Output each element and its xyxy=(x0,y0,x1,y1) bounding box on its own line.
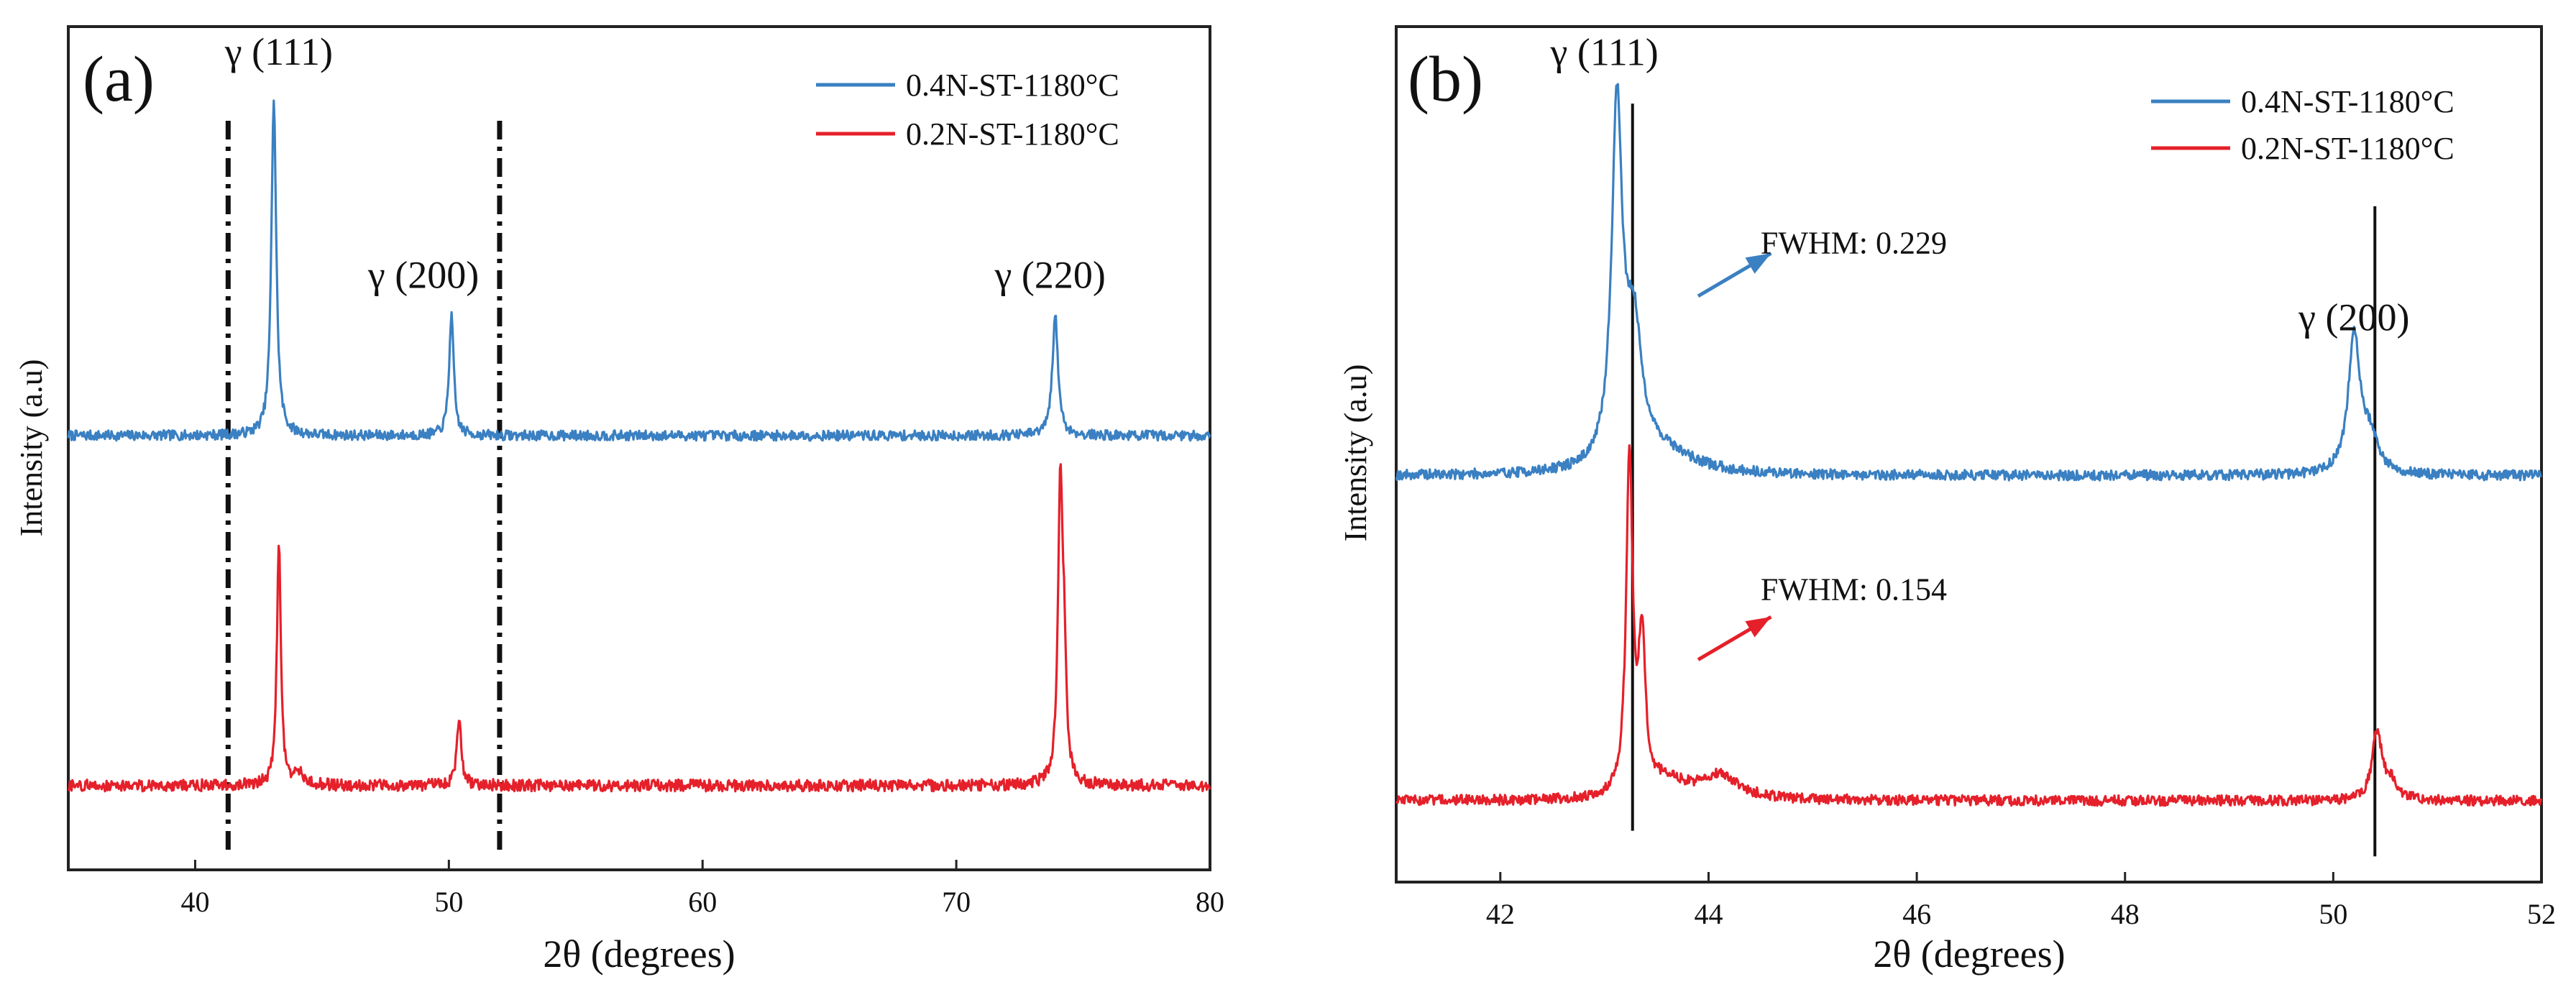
panel-a-xlabel: 2θ (degrees) xyxy=(543,932,735,976)
x-tick-label: 42 xyxy=(1486,898,1515,930)
peak-label: γ (200) xyxy=(2298,295,2409,339)
peak-label: γ (200) xyxy=(367,254,479,297)
fwhm-annotation: FWHM: 0.154 xyxy=(1761,572,1947,607)
panel-a: (a) 2θ (degrees) Intensity (a.u) 40 50 60 7… xyxy=(14,25,1224,976)
annotation-arrowhead xyxy=(1745,617,1771,638)
panel-a-legend: 0.4N-ST-1180°C 0.2N-ST-1180°C xyxy=(816,68,1119,152)
annotation-arrowhead xyxy=(1745,253,1771,274)
x-tick-label: 60 xyxy=(688,886,717,918)
panel-b-frame xyxy=(1395,25,2543,884)
x-tick-label: 40 xyxy=(180,886,209,918)
legend-b-blue-label: 0.4N-ST-1180°C xyxy=(2241,84,2454,119)
panel-a-ylabel: Intensity (a.u) xyxy=(14,359,49,537)
panel-a-annotations: γ (111) γ (200) γ (220) xyxy=(224,30,1106,297)
panel-b-ylabel: Intensity (a.u) xyxy=(1338,364,1373,542)
legend-b-red-label: 0.2N-ST-1180°C xyxy=(2241,131,2454,166)
panel-a-label: (a) xyxy=(83,44,155,115)
panel-a-frame xyxy=(67,25,1211,871)
panel-a-series xyxy=(67,99,1211,793)
panel-a-reference-lines xyxy=(225,120,503,850)
x-tick-label: 50 xyxy=(2319,898,2347,930)
x-tick-label: 48 xyxy=(2111,898,2140,930)
panel-b-label: (b) xyxy=(1408,44,1483,115)
x-tick-label: 70 xyxy=(942,886,971,918)
panel-b-annotations: γ (111) γ (200) FWHM: 0.229 FWHM: 0.154 xyxy=(1549,31,2409,661)
peak-label: γ (111) xyxy=(1549,31,1658,74)
peak-label: γ (220) xyxy=(994,254,1106,297)
series-line-blue xyxy=(1395,83,2543,482)
panel-b-reference-lines xyxy=(1631,104,2377,857)
x-tick-label: 44 xyxy=(1694,898,1723,930)
legend-a-blue-label: 0.4N-ST-1180°C xyxy=(906,68,1119,103)
panel-b-legend: 0.4N-ST-1180°C 0.2N-ST-1180°C xyxy=(2151,84,2454,166)
fwhm-annotation: FWHM: 0.229 xyxy=(1761,225,1947,260)
series-line-blue xyxy=(67,99,1211,442)
panel-b-series xyxy=(1395,83,2543,807)
panel-b-ticks: 42 44 46 48 50 52 xyxy=(1486,872,2556,930)
legend-a-red-label: 0.2N-ST-1180°C xyxy=(906,116,1119,152)
panel-b: (b) 2θ (degrees) Intensity (a.u) 42 44 46 4… xyxy=(1338,25,2556,976)
x-tick-label: 46 xyxy=(1902,898,1931,930)
x-tick-label: 52 xyxy=(2527,898,2556,930)
panel-a-ticks: 40 50 60 70 80 xyxy=(180,860,1224,918)
series-line-red xyxy=(1395,444,2543,807)
panel-b-xlabel: 2θ (degrees) xyxy=(1873,932,2065,976)
peak-label: γ (111) xyxy=(224,30,333,73)
x-tick-label: 50 xyxy=(434,886,463,918)
x-tick-label: 80 xyxy=(1196,886,1224,918)
series-line-red xyxy=(67,463,1211,793)
